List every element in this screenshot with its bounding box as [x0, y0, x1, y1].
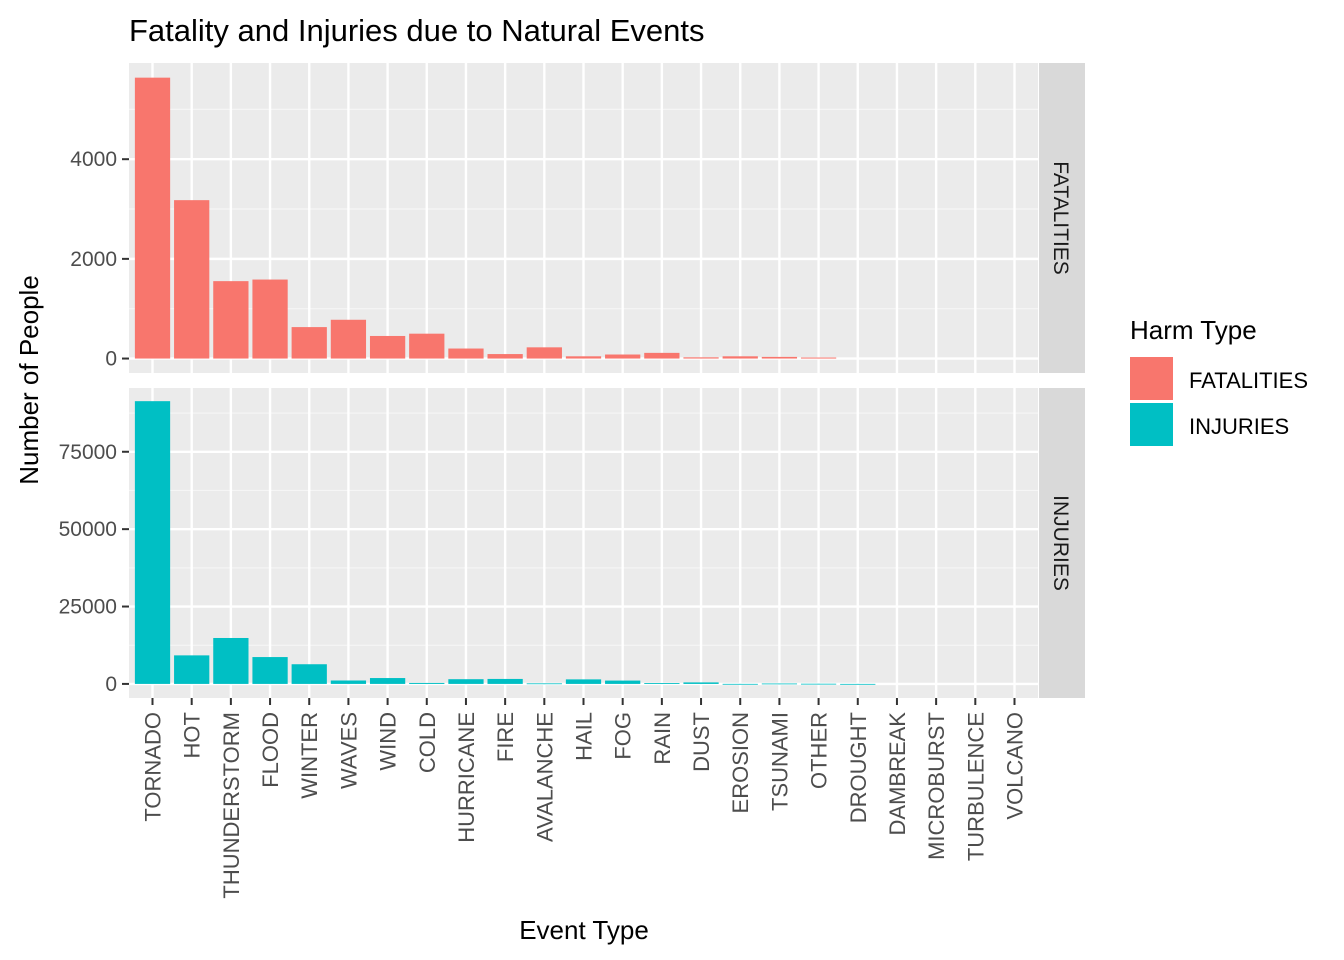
x-axis-label: Event Type: [519, 915, 649, 945]
bar-fatalities-fog: [605, 354, 641, 359]
facet-strip: [1039, 63, 1085, 373]
bar-injuries-fog: [605, 680, 641, 684]
bar-fatalities-flood: [252, 279, 288, 359]
legend-title: Harm Type: [1130, 315, 1257, 345]
bar-fatalities-hail: [565, 356, 602, 359]
bar-fatalities-rain: [644, 352, 680, 359]
bar-injuries-hot: [174, 655, 210, 684]
facet-panel-fatalities: 0 2000 4000 FATALITIES: [70, 63, 1085, 373]
y-tick-label: 0: [105, 348, 117, 371]
y-tick-label: 50000: [59, 518, 117, 541]
x-tick-label-wind: WIND: [376, 712, 401, 771]
y-axis-label: Number of People: [14, 275, 44, 485]
y-tick-label: 75000: [59, 441, 117, 464]
bar-fatalities-erosion: [722, 356, 758, 359]
bar-injuries-hurricane: [448, 679, 484, 684]
x-tick-label-hurricane: HURRICANE: [454, 712, 479, 843]
bar-fatalities-avalanche: [526, 347, 562, 359]
legend: Harm Type FATALITIES INJURIES: [1130, 315, 1308, 446]
bar-fatalities-wind: [369, 335, 406, 359]
bar-fatalities-thunderstorm: [213, 281, 249, 359]
x-tick-label-drought: DROUGHT: [846, 712, 871, 823]
x-tick-label-rain: RAIN: [650, 712, 675, 765]
y-tick-label: 4000: [70, 148, 117, 171]
x-tick-label-flood: FLOOD: [258, 712, 283, 788]
x-tick-label-dambreak: DAMBREAK: [885, 712, 910, 836]
bar-fatalities-waves: [330, 319, 367, 359]
bar-injuries-hail: [565, 679, 602, 684]
x-tick-label-winter: WINTER: [297, 712, 322, 799]
bar-injuries-flood: [252, 657, 288, 684]
facet-panels: 0 2000 4000 FATALITIES 0 25000 50000 75000 INJUR…: [59, 63, 1085, 899]
bar-fatalities-dust: [683, 357, 719, 359]
chart-title: Fatality and Injuries due to Natural Eve…: [129, 13, 705, 48]
bar-fatalities-other: [800, 357, 837, 359]
bar-injuries-rain: [644, 683, 680, 684]
bar-injuries-fire: [487, 678, 523, 684]
bar-injuries-thunderstorm: [213, 637, 249, 684]
bar-injuries-drought: [840, 683, 876, 685]
y-tick-label: 0: [105, 673, 117, 696]
facet-strip-label: FATALITIES: [1049, 161, 1072, 275]
x-tick-label-other: OTHER: [807, 712, 832, 789]
x-tick-label-turbulence: TURBULENCE: [963, 712, 988, 861]
x-tick-label-fog: FOG: [611, 712, 636, 760]
bar-injuries-cold: [409, 682, 445, 684]
legend-label-injuries: INJURIES: [1189, 414, 1289, 439]
bar-fatalities-hot: [174, 200, 210, 359]
bar-injuries-other: [800, 683, 837, 685]
bar-injuries-erosion: [722, 683, 758, 685]
bar-fatalities-hurricane: [448, 348, 484, 359]
bar-injuries-tsunami: [761, 683, 798, 685]
x-tick-label-tsunami: TSUNAMI: [767, 712, 792, 811]
y-tick-label: 2000: [70, 248, 117, 271]
facet-strip-label: INJURIES: [1049, 495, 1072, 591]
x-tick-label-avalanche: AVALANCHE: [532, 712, 557, 842]
x-tick-label-waves: WAVES: [336, 712, 361, 789]
bar-injuries-avalanche: [526, 683, 562, 685]
x-tick-label-dust: DUST: [689, 712, 714, 772]
x-axis: TORNADO HOT THUNDERSTORM FLOOD WINTER WAVES WI…: [141, 698, 1027, 899]
bar-fatalities-tsunami: [761, 356, 798, 359]
facet-panel-injuries: 0 25000 50000 75000 INJURIES: [59, 388, 1085, 698]
x-tick-label-erosion: EROSION: [728, 712, 753, 813]
x-tick-label-tornado: TORNADO: [141, 712, 166, 822]
x-tick-label-volcano: VOLCANO: [1002, 712, 1027, 820]
x-tick-label-thunderstorm: THUNDERSTORM: [219, 712, 244, 899]
legend-key-fatalities: [1130, 357, 1173, 400]
x-tick-label-cold: COLD: [415, 712, 440, 773]
legend-key-injuries: [1130, 403, 1173, 446]
x-tick-label-hail: HAIL: [572, 712, 597, 761]
bar-injuries-dust: [683, 682, 719, 684]
x-tick-label-microburst: MICROBURST: [924, 712, 949, 860]
legend-label-fatalities: FATALITIES: [1189, 368, 1308, 393]
y-tick-label: 25000: [59, 596, 117, 619]
facet-strip: [1039, 388, 1085, 698]
bar-fatalities-winter: [291, 327, 327, 359]
bar-injuries-tornado: [134, 401, 171, 684]
bar-injuries-winter: [291, 664, 327, 684]
bar-fatalities-cold: [409, 333, 445, 359]
bar-injuries-waves: [330, 680, 367, 684]
x-tick-label-hot: HOT: [180, 712, 205, 758]
bar-injuries-wind: [369, 678, 406, 684]
x-tick-label-fire: FIRE: [493, 712, 518, 762]
bar-fatalities-tornado: [134, 77, 171, 359]
bar-fatalities-fire: [487, 354, 523, 359]
